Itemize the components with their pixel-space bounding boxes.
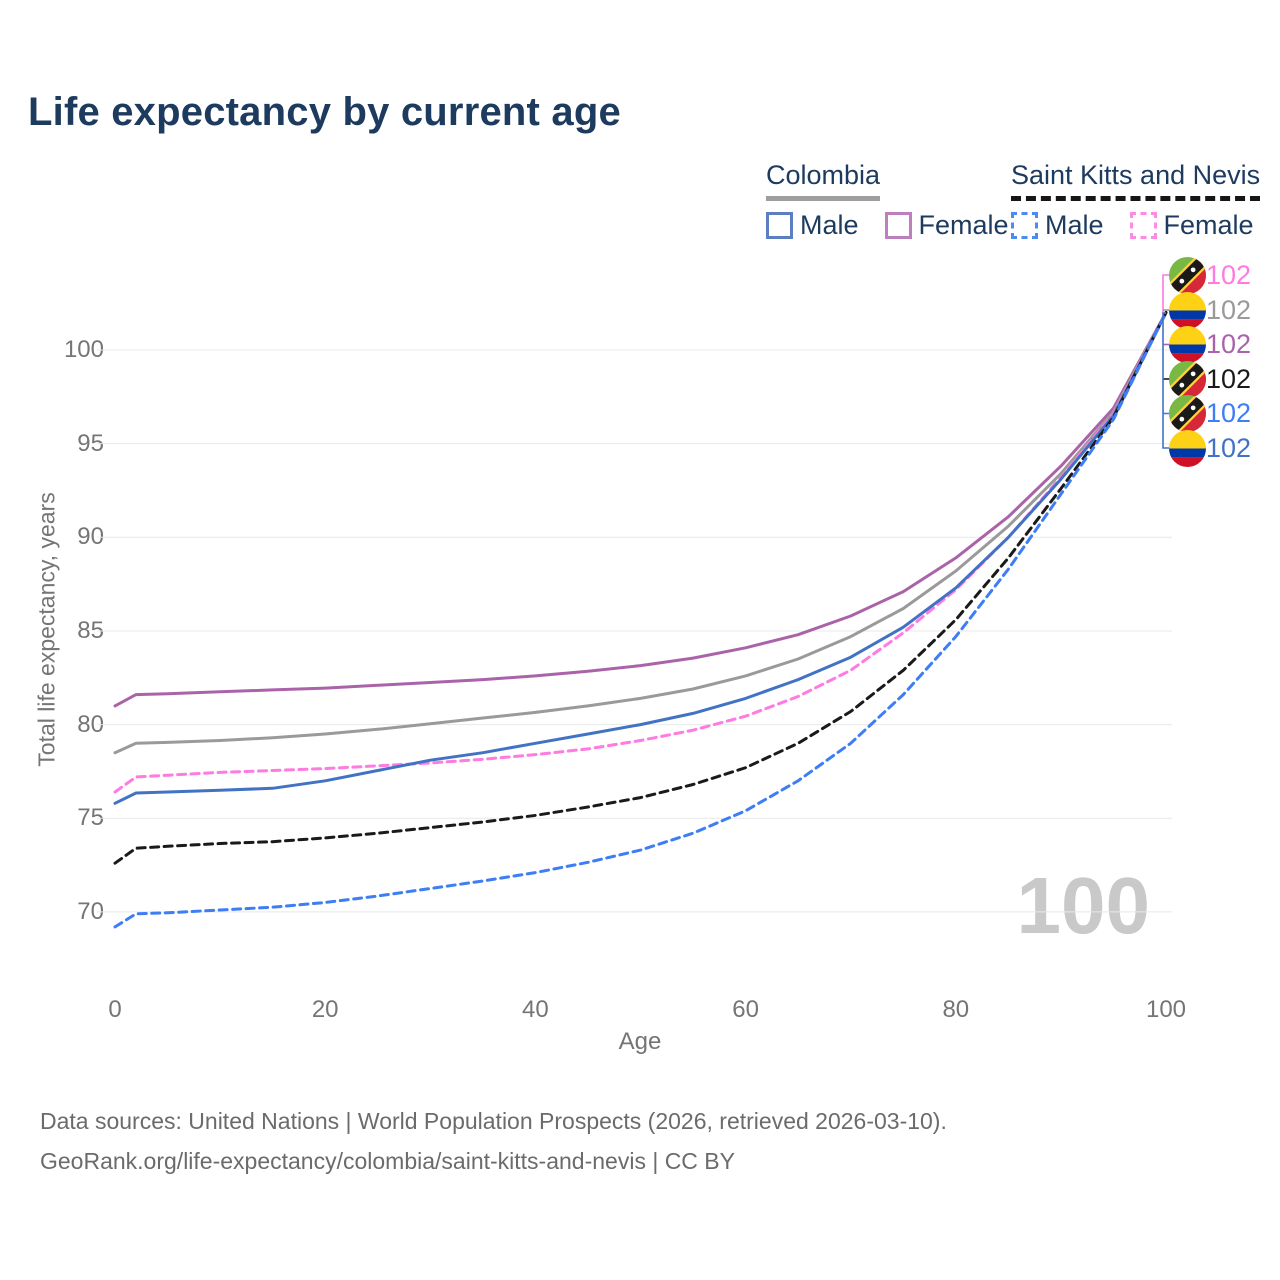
colombia-male-swatch-icon [766,212,793,239]
skn-male-swatch-icon [1011,212,1038,239]
x-tick-label-80: 80 [942,996,970,1023]
legend-label-skn-female: Female [1163,210,1254,240]
legend-label-colombia-female: Female [918,210,1009,240]
legend-label-colombia-male: Male [800,210,859,240]
end-value-label: 102 [1206,398,1252,428]
series-line-saint-kitts-and-nevis-both-sexes- [113,311,1168,865]
saint-kitts-and-nevis-flag-icon [1169,256,1206,294]
end-value-label: 102 [1206,432,1252,463]
x-tick-label-40: 40 [522,996,549,1023]
colombia-female-swatch-icon [884,212,912,239]
x-tick-label-0: 0 [108,996,122,1023]
leader-line-5 [1162,312,1171,449]
saint-kitts-and-nevis-flag-icon [1169,395,1206,432]
legend-country-saint-kitts-and-nevis[interactable]: Saint Kitts and Nevis [1011,160,1261,201]
legend-group-saint-kitts-and-nevis: Saint Kitts and Nevis Male Female [1011,160,1261,241]
series-line-saint-kitts-and-nevis-male [113,311,1168,929]
colombia-flag-icon [1169,291,1206,329]
end-label-row-colombia-male: 102 [1169,429,1252,467]
legend-country-colombia[interactable]: Colombia [766,160,881,201]
legend-item-colombia-male[interactable]: Male [766,210,859,241]
end-label-row-saint-kitts-and-nevis-male: 102 [1169,395,1251,432]
end-value-label: 102 [1206,259,1252,290]
series-line-saint-kitts-and-nevis-female [113,311,1168,794]
series-line-colombia-male [113,311,1168,805]
legend-item-skn-female[interactable]: Female [1129,210,1254,241]
page-title: Life expectancy by current age [28,90,621,134]
age-frame-watermark: 100 [1016,861,1150,950]
x-tick-label-20: 20 [311,996,339,1023]
legend-group-colombia: Colombia Male Female [766,160,1009,241]
series-line-colombia-female [113,311,1168,708]
x-tick-label-60: 60 [732,996,759,1023]
x-tick-label-100: 100 [1145,996,1187,1023]
y-tick-label-85: 85 [77,616,104,644]
series-line-colombia-both-sexes- [113,311,1168,755]
end-value-label: 102 [1206,363,1252,394]
end-value-label: 102 [1206,294,1252,325]
colombia-flag-icon [1169,429,1206,467]
x-axis-title: Age [618,1028,662,1055]
y-tick-label-95: 95 [77,429,104,457]
legend-item-skn-male[interactable]: Male [1011,210,1104,241]
y-tick-label-70: 70 [77,897,104,925]
end-value-label: 102 [1206,329,1252,359]
end-label-row-colombia-female: 102 [1169,326,1251,363]
saint-kitts-and-nevis-flag-icon [1169,360,1206,398]
legend-label-skn-male: Male [1045,210,1104,240]
y-tick-label-80: 80 [77,710,104,738]
colombia-flag-icon [1169,326,1206,363]
end-label-row-colombia-both-sexes-: 102 [1169,291,1252,329]
end-label-row-saint-kitts-and-nevis-both-sexes-: 102 [1169,360,1252,398]
legend-item-colombia-female[interactable]: Female [884,210,1009,241]
y-tick-label-90: 90 [77,523,104,551]
data-sources-text: Data sources: United Nations | World Pop… [40,1108,947,1134]
attribution-text: GeoRank.org/life-expectancy/colombia/sai… [40,1148,735,1174]
end-label-row-saint-kitts-and-nevis-female: 102 [1169,256,1252,294]
skn-female-swatch-icon [1129,212,1157,239]
